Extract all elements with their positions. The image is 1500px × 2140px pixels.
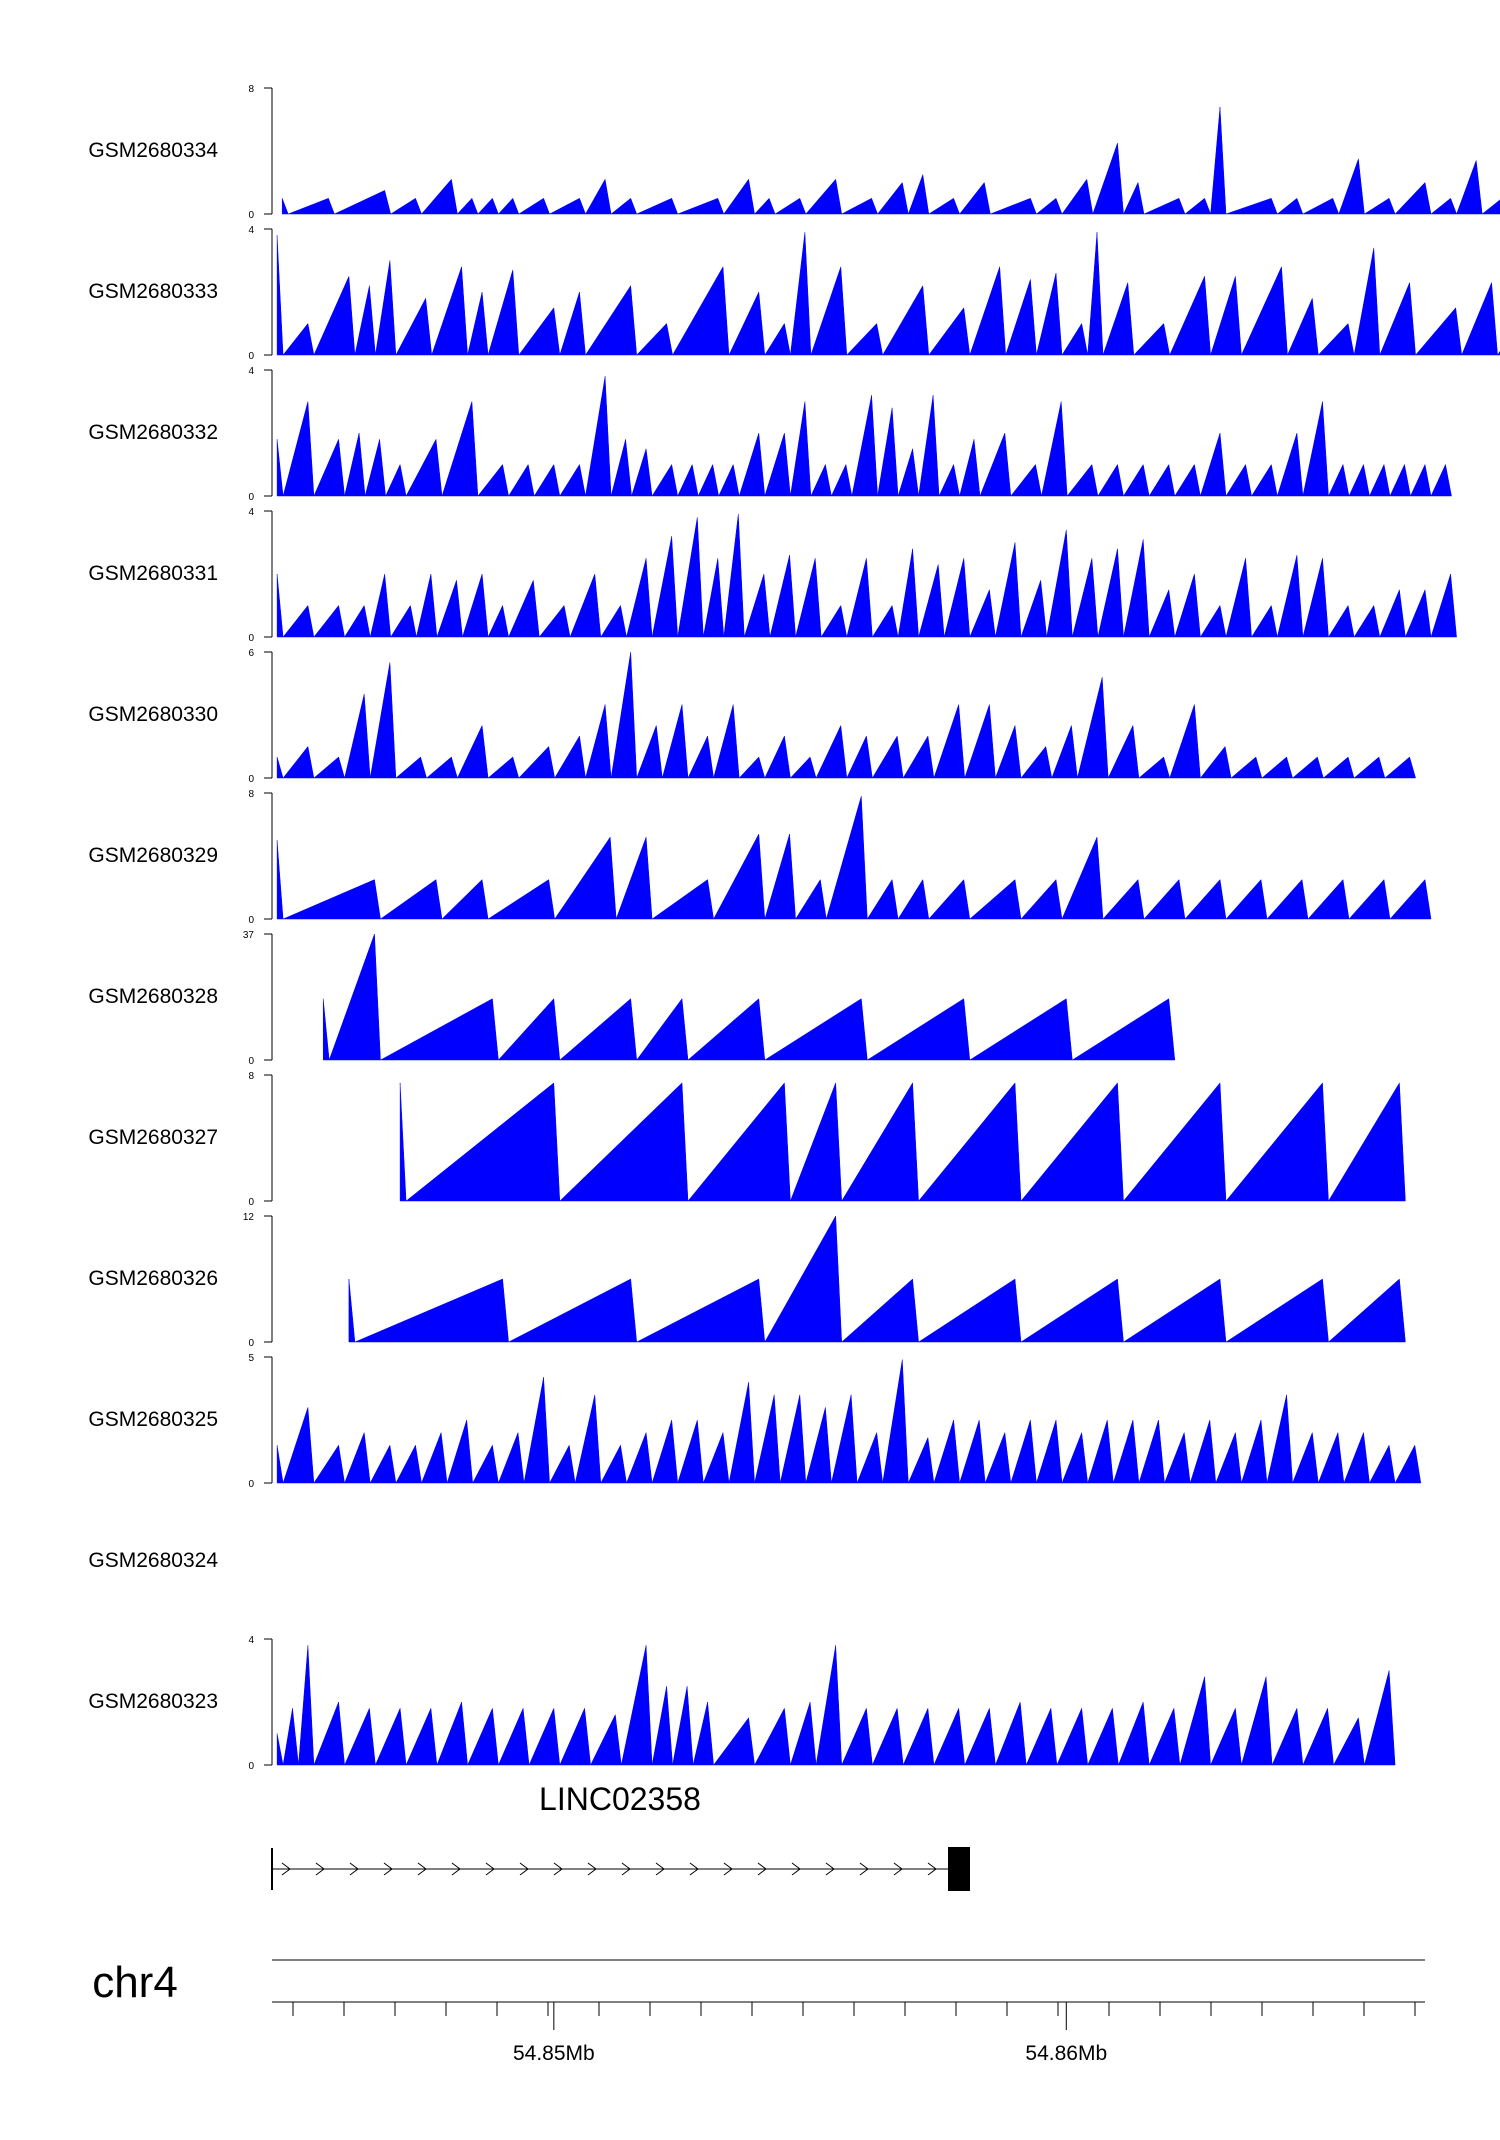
strand-arrow xyxy=(893,1862,903,1876)
track-name: GSM2680328 xyxy=(88,985,218,1008)
ymax-label: 4 xyxy=(248,507,254,518)
track-GSM2680328: GSM2680328 37 0 xyxy=(88,930,1176,1067)
strand-arrow xyxy=(349,1862,359,1876)
track-name: GSM2680325 xyxy=(88,1408,218,1431)
axis-position-label: 54.86Mb xyxy=(1025,2042,1107,2065)
gene-track: LINC02358 xyxy=(271,1781,970,1891)
track-name: GSM2680330 xyxy=(88,703,218,726)
signal-area xyxy=(276,376,1452,497)
axis-ticks: 54.85Mb 54.86Mb xyxy=(292,2002,1416,2065)
signal-tracks: GSM268033480GSM268033340GSM268033240GSM2… xyxy=(88,84,1500,1772)
signal-area xyxy=(276,651,1416,779)
strand-arrow xyxy=(485,1862,495,1876)
gene-label: LINC02358 xyxy=(539,1781,701,1817)
strand-arrow xyxy=(791,1862,801,1876)
ymin-label: 0 xyxy=(248,774,254,785)
ymax-label: 4 xyxy=(248,366,254,377)
signal-area xyxy=(276,232,1500,356)
genome-axis: chr4 54.85Mb 54.86Mb xyxy=(92,1958,1425,2065)
strand-arrow xyxy=(621,1862,631,1876)
strand-arrow xyxy=(315,1862,325,1876)
strand-arrow xyxy=(519,1862,529,1876)
signal-area xyxy=(322,933,1176,1061)
strand-arrow xyxy=(927,1862,937,1876)
ymin-label: 0 xyxy=(248,210,254,221)
ymax-label: 4 xyxy=(248,225,254,236)
strand-arrow xyxy=(451,1862,461,1876)
axis-position-label: 54.85Mb xyxy=(513,2042,595,2065)
track-GSM2680326: GSM2680326 12 0 xyxy=(88,1212,1406,1349)
ymax-label: 37 xyxy=(243,930,255,941)
strand-arrow xyxy=(723,1862,733,1876)
ymin-label: 0 xyxy=(248,1761,254,1772)
ymin-label: 0 xyxy=(248,915,254,926)
signal-area xyxy=(276,796,1432,920)
ymax-label: 5 xyxy=(248,1353,254,1364)
strand-arrow xyxy=(825,1862,835,1876)
ymax-label: 8 xyxy=(248,84,254,95)
track-GSM2680327: GSM2680327 8 0 xyxy=(88,1071,1406,1208)
track-GSM2680325: GSM2680325 5 0 xyxy=(88,1353,1422,1490)
ymin-label: 0 xyxy=(248,1479,254,1490)
track-name: GSM2680331 xyxy=(88,562,218,585)
track-GSM2680330: GSM2680330 6 0 xyxy=(88,648,1416,785)
signal-area xyxy=(348,1215,1406,1343)
ymin-label: 0 xyxy=(248,1338,254,1349)
strand-arrow xyxy=(417,1862,427,1876)
track-GSM2680331: GSM2680331 4 0 xyxy=(88,507,1457,644)
ymin-label: 0 xyxy=(248,1197,254,1208)
track-GSM2680323: GSM2680323 4 0 xyxy=(88,1635,1396,1772)
signal-area xyxy=(399,1082,1406,1202)
ymin-label: 0 xyxy=(248,1056,254,1067)
track-name: GSM2680326 xyxy=(88,1267,218,1290)
ymin-label: 0 xyxy=(248,492,254,503)
track-name: GSM2680332 xyxy=(88,421,218,444)
ymax-label: 8 xyxy=(248,789,254,800)
strand-arrow xyxy=(553,1862,563,1876)
track-name: GSM2680327 xyxy=(88,1126,218,1149)
signal-area xyxy=(276,1645,1396,1766)
track-name: GSM2680329 xyxy=(88,844,218,867)
signal-area xyxy=(276,514,1457,638)
track-name: GSM2680334 xyxy=(88,139,218,162)
track-GSM2680334: GSM2680334 8 0 xyxy=(88,84,1500,221)
track-name: GSM2680323 xyxy=(88,1690,218,1713)
ymax-label: 8 xyxy=(248,1071,254,1082)
strand-arrow xyxy=(859,1862,869,1876)
ymax-label: 4 xyxy=(248,1635,254,1646)
strand-arrow xyxy=(587,1862,597,1876)
track-GSM2680332: GSM2680332 4 0 xyxy=(88,366,1452,503)
ymax-label: 12 xyxy=(243,1212,255,1223)
ymax-label: 6 xyxy=(248,648,254,659)
track-name: GSM2680333 xyxy=(88,280,218,303)
gene-strand-arrows xyxy=(281,1862,937,1876)
strand-arrow xyxy=(757,1862,767,1876)
strand-arrow xyxy=(383,1862,393,1876)
strand-arrow xyxy=(655,1862,665,1876)
track-GSM2680324: GSM2680324 xyxy=(88,1549,218,1572)
ymin-label: 0 xyxy=(248,351,254,362)
strand-arrow xyxy=(689,1862,699,1876)
strand-arrow xyxy=(281,1862,291,1876)
signal-area xyxy=(276,1359,1422,1484)
track-GSM2680333: GSM2680333 4 0 xyxy=(88,225,1500,362)
gene-exon xyxy=(948,1847,970,1891)
ymin-label: 0 xyxy=(248,633,254,644)
chromosome-label: chr4 xyxy=(92,1958,178,2007)
track-name: GSM2680324 xyxy=(88,1549,218,1572)
signal-area xyxy=(281,106,1500,215)
track-GSM2680329: GSM2680329 8 0 xyxy=(88,789,1432,926)
